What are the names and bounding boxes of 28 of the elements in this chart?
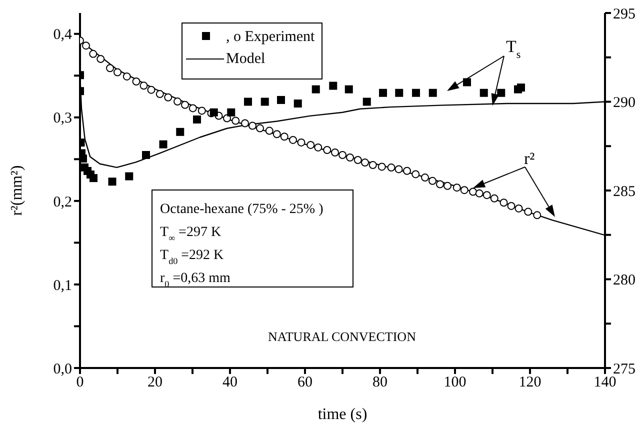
y-tick-label: 0,4 xyxy=(53,27,72,44)
annotation: r² xyxy=(524,149,535,168)
annotation: T$_{∞}$=297 K xyxy=(160,225,222,243)
y2-tick-label: 285 xyxy=(613,184,636,200)
y-tick-label: 0,0 xyxy=(53,361,72,378)
x-tick-label: 20 xyxy=(148,374,162,391)
annotation: NATURAL CONVECTION xyxy=(268,329,417,344)
x-tick-label: 140 xyxy=(594,374,616,391)
y2-tick-label: 295 xyxy=(613,6,636,22)
annotation: T$_{s}$ xyxy=(506,37,521,61)
y2-tick-label: 275 xyxy=(613,361,636,378)
annotation: Octane-hexane (75% - 25% ) xyxy=(160,202,324,217)
x-tick-label: 0 xyxy=(76,374,84,391)
y2-tick-label: 290 xyxy=(613,95,636,112)
y-tick-label: 0,2 xyxy=(53,194,72,210)
y-tick-label: 0,1 xyxy=(53,278,72,294)
x-tick-label: 80 xyxy=(372,374,388,391)
x-axis-title: time (s) xyxy=(318,406,368,423)
y-tick-label: 0,3 xyxy=(53,110,72,127)
legend-label: , o Experiment xyxy=(226,29,316,45)
x-tick-label: 100 xyxy=(444,374,466,391)
annotation: T$_{d0}$=292 K xyxy=(160,248,224,266)
y2-tick-label: 280 xyxy=(613,272,636,289)
x-tick-label: 40 xyxy=(222,374,238,391)
y-axis-title: r²(mm²) xyxy=(8,165,26,216)
x-tick-label: 120 xyxy=(518,374,542,391)
x-tick-label: 60 xyxy=(298,374,312,391)
legend-label: Model xyxy=(226,51,266,67)
